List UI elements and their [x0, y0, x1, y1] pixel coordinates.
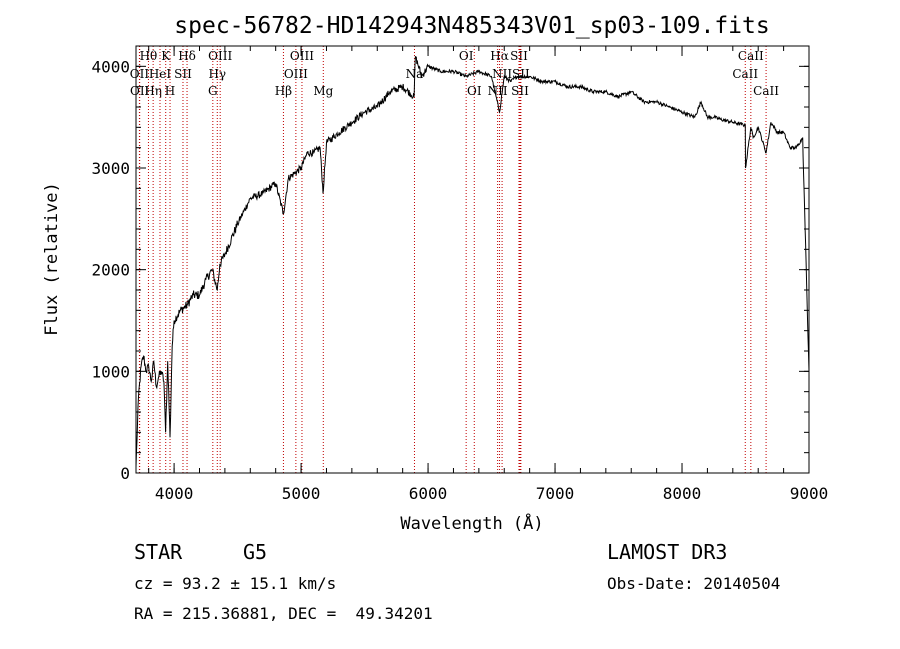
spectral-line-label: CaII — [732, 67, 758, 81]
x-tick-label: 9000 — [790, 484, 829, 503]
x-tick-label: 4000 — [155, 484, 194, 503]
axis-ticks: 4000 5000 6000 7000 8000 9000 0 1000 2000 3000 400… — [91, 45, 829, 503]
spectral-line-label: OIII — [290, 49, 314, 63]
spectral-line-label: Hγ — [208, 67, 226, 81]
spectral-line-label: OI — [459, 49, 474, 63]
spectral-line-label: Hη — [144, 84, 162, 98]
spectral-line-label: CaII — [753, 84, 779, 98]
x-tick-label: 6000 — [409, 484, 448, 503]
coordinates: RA = 215.36881, DEC = 49.34201 — [134, 604, 433, 623]
y-tick-label: 2000 — [91, 261, 130, 280]
spectral-line-label: OIII — [284, 67, 308, 81]
spectral-line-label: SII — [511, 84, 529, 98]
spectral-line-label: Mg — [313, 84, 333, 98]
chart-title: spec-56782-HD142943N485343V01_sp03-109.f… — [174, 13, 769, 39]
spectral-line-label: NII — [488, 84, 508, 98]
spectral-line-label: OII — [130, 84, 150, 98]
spectral-line-label: OI — [467, 84, 482, 98]
spectral-line-label: OIII — [208, 49, 232, 63]
obs-date: Obs-Date: 20140504 — [607, 574, 781, 593]
survey-name: LAMOST DR3 — [607, 540, 728, 564]
y-axis-label: Flux (relative) — [42, 182, 62, 336]
x-tick-label: 5000 — [282, 484, 321, 503]
y-tick-label: 4000 — [91, 57, 130, 76]
spectral-line-label: K — [161, 49, 171, 63]
redshift-text: cz = 93.2 ± 15.1 km/s — [134, 574, 337, 593]
spectral-line-label: G — [208, 84, 218, 98]
spectral-line-label: Hδ — [178, 49, 196, 63]
spectral-line-label: H — [165, 84, 175, 98]
y-tick-label: 3000 — [91, 159, 130, 178]
y-tick-label: 0 — [120, 464, 130, 483]
x-axis-label: Wavelength (Å) — [400, 512, 543, 534]
plot-frame — [135, 45, 810, 474]
spectrum-series — [135, 56, 810, 467]
x-tick-label: 7000 — [536, 484, 575, 503]
spectral-line-label: Hβ — [275, 84, 292, 98]
spectral-line-label: SII — [174, 67, 192, 81]
spectral-line-label: Hθ — [140, 49, 158, 63]
spectral-line-label: Hα — [490, 49, 509, 63]
y-tick-label: 1000 — [91, 362, 130, 381]
spectral-line-label: SII — [512, 67, 530, 81]
spectral-line-label: CaII — [738, 49, 764, 63]
spectrum-line — [135, 56, 810, 467]
object-class: STAR — [134, 540, 183, 564]
x-tick-label: 8000 — [663, 484, 702, 503]
spectral-line-label: HeI — [149, 67, 172, 81]
object-subclass: G5 — [243, 540, 268, 564]
spectral-line-label: SII — [510, 49, 528, 63]
